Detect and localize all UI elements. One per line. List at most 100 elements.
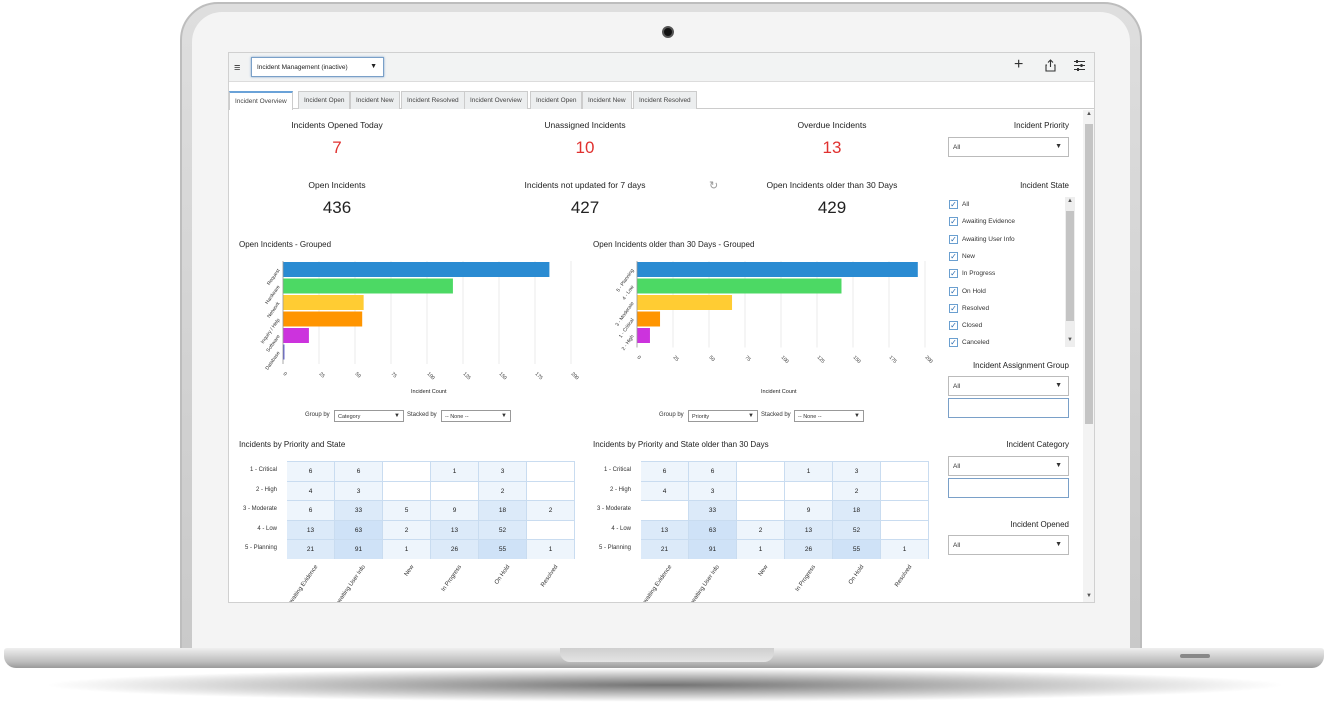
state-list-scroll-thumb[interactable] xyxy=(1066,211,1074,321)
heatmap-cell[interactable] xyxy=(881,480,929,501)
heatmap-cell[interactable]: 2 xyxy=(833,480,881,501)
tab-incident-new-2[interactable]: Incident New xyxy=(582,91,632,109)
opened-filter-select[interactable]: All ▼ xyxy=(948,535,1069,555)
heatmap-cell[interactable]: 26 xyxy=(431,539,479,559)
scroll-down-icon[interactable]: ▼ xyxy=(1086,593,1092,599)
heatmap-cell[interactable]: 63 xyxy=(689,519,737,540)
bar[interactable] xyxy=(283,311,363,327)
heatmap-cell[interactable] xyxy=(881,519,929,540)
checkbox-checked-icon[interactable]: ✓ xyxy=(949,234,958,244)
heatmap-cell[interactable] xyxy=(431,480,479,501)
page-scrollbar[interactable]: ▲ ▼ xyxy=(1083,110,1094,602)
heatmap-cell[interactable]: 26 xyxy=(785,539,833,559)
bar[interactable] xyxy=(283,328,309,343)
tab-incident-overview-2[interactable]: Incident Overview xyxy=(464,91,528,109)
heatmap-cell[interactable]: 18 xyxy=(479,500,527,520)
checkbox-checked-icon[interactable]: ✓ xyxy=(949,303,958,313)
heatmap-cell[interactable]: 91 xyxy=(335,539,383,559)
checkbox-checked-icon[interactable]: ✓ xyxy=(949,269,958,279)
heatmap-cell[interactable]: 13 xyxy=(641,519,689,540)
filter-sliders-icon[interactable] xyxy=(1073,59,1086,75)
heatmap-cell[interactable]: 1 xyxy=(431,461,479,481)
checkbox-checked-icon[interactable]: ✓ xyxy=(949,200,958,209)
bar[interactable] xyxy=(283,295,364,310)
heatmap-cell[interactable]: 18 xyxy=(833,500,881,520)
heatmap-cell[interactable] xyxy=(383,480,431,501)
share-icon[interactable] xyxy=(1045,59,1056,75)
scroll-down-icon[interactable]: ▼ xyxy=(1067,337,1073,343)
heatmap-cell[interactable]: 55 xyxy=(479,539,527,559)
heatmap-cell[interactable]: 13 xyxy=(287,519,335,540)
heatmap-cell[interactable]: 3 xyxy=(833,461,881,481)
chart2-groupby-select[interactable]: Priority ▼ xyxy=(688,410,758,422)
chart1-stackedby-select[interactable]: -- None -- ▼ xyxy=(441,410,511,422)
heatmap-cell[interactable] xyxy=(881,461,929,481)
priority-filter-select[interactable]: All ▼ xyxy=(948,137,1069,157)
tab-incident-overview[interactable]: Incident Overview xyxy=(229,91,293,110)
heatmap-cell[interactable]: 13 xyxy=(785,519,833,540)
checkbox-checked-icon[interactable]: ✓ xyxy=(949,251,958,261)
bar[interactable] xyxy=(283,262,550,277)
tab-incident-new[interactable]: Incident New xyxy=(350,91,400,109)
bar[interactable] xyxy=(637,311,661,327)
heatmap-cell[interactable] xyxy=(737,480,785,501)
heatmap-cell[interactable]: 4 xyxy=(641,480,689,501)
page-scroll-thumb[interactable] xyxy=(1085,124,1093,424)
heatmap-cell[interactable]: 2 xyxy=(383,519,431,540)
heatmap-cell[interactable] xyxy=(383,461,431,481)
heatmap-cell[interactable]: 2 xyxy=(527,500,575,520)
heatmap-cell[interactable] xyxy=(737,461,785,481)
heatmap-cell[interactable]: 33 xyxy=(335,500,383,520)
checkbox-checked-icon[interactable]: ✓ xyxy=(949,286,958,296)
heatmap-cell[interactable]: 3 xyxy=(689,480,737,501)
bar[interactable] xyxy=(637,262,918,277)
assignment-group-filter-select[interactable]: All ▼ xyxy=(948,376,1069,396)
checkbox-checked-icon[interactable]: ✓ xyxy=(949,321,958,331)
checkbox-checked-icon[interactable]: ✓ xyxy=(949,217,958,227)
heatmap-cell[interactable]: 55 xyxy=(833,539,881,559)
heatmap-cell[interactable]: 9 xyxy=(785,500,833,520)
heatmap-cell[interactable]: 91 xyxy=(689,539,737,559)
kpi-value-opened-today[interactable]: 7 xyxy=(332,138,342,157)
hamburger-icon[interactable]: ≡ xyxy=(234,62,241,74)
heatmap-cell[interactable] xyxy=(641,500,689,520)
dashboard-select[interactable]: Incident Management (inactive) ▼ xyxy=(251,57,384,77)
chart2-stackedby-select[interactable]: -- None -- ▼ xyxy=(794,410,864,422)
heatmap-cell[interactable]: 1 xyxy=(527,539,575,559)
heatmap-cell[interactable]: 5 xyxy=(383,500,431,520)
heatmap-cell[interactable] xyxy=(785,480,833,501)
kpi-value-overdue[interactable]: 13 xyxy=(822,138,842,157)
heatmap-cell[interactable]: 6 xyxy=(641,461,689,481)
heatmap-cell[interactable] xyxy=(527,519,575,540)
scroll-up-icon[interactable]: ▲ xyxy=(1086,111,1092,117)
heatmap-cell[interactable]: 3 xyxy=(335,480,383,501)
tab-incident-open[interactable]: Incident Open xyxy=(298,91,351,109)
heatmap-cell[interactable] xyxy=(527,461,575,481)
heatmap-cell[interactable]: 1 xyxy=(785,461,833,481)
bar[interactable] xyxy=(637,295,733,310)
heatmap-cell[interactable]: 1 xyxy=(737,539,785,559)
kpi-value-not-updated[interactable]: 427 xyxy=(570,198,600,217)
heatmap-cell[interactable]: 3 xyxy=(479,461,527,481)
category-input[interactable] xyxy=(948,478,1069,498)
heatmap-cell[interactable]: 21 xyxy=(287,539,335,559)
chart1-groupby-select[interactable]: Category ▼ xyxy=(334,410,404,422)
tab-incident-resolved[interactable]: Incident Resolved xyxy=(401,91,465,109)
heatmap-cell[interactable]: 6 xyxy=(287,500,335,520)
tab-incident-open-2[interactable]: Incident Open xyxy=(530,91,583,109)
heatmap-cell[interactable] xyxy=(527,480,575,501)
bar[interactable] xyxy=(637,328,650,343)
heatmap-cell[interactable]: 6 xyxy=(689,461,737,481)
tab-incident-resolved-2[interactable]: Incident Resolved xyxy=(633,91,697,109)
heatmap-cell[interactable]: 4 xyxy=(287,480,335,501)
kpi-value-older-30[interactable]: 429 xyxy=(817,198,847,217)
plus-icon[interactable]: + xyxy=(1014,56,1024,73)
assignment-group-input[interactable] xyxy=(948,398,1069,418)
checkbox-checked-icon[interactable]: ✓ xyxy=(949,338,958,348)
heatmap-cell[interactable]: 1 xyxy=(383,539,431,559)
category-filter-select[interactable]: All ▼ xyxy=(948,456,1069,476)
heatmap-cell[interactable]: 13 xyxy=(431,519,479,540)
kpi-value-open[interactable]: 436 xyxy=(322,198,352,217)
heatmap-cell[interactable]: 9 xyxy=(431,500,479,520)
bar[interactable] xyxy=(283,278,453,294)
